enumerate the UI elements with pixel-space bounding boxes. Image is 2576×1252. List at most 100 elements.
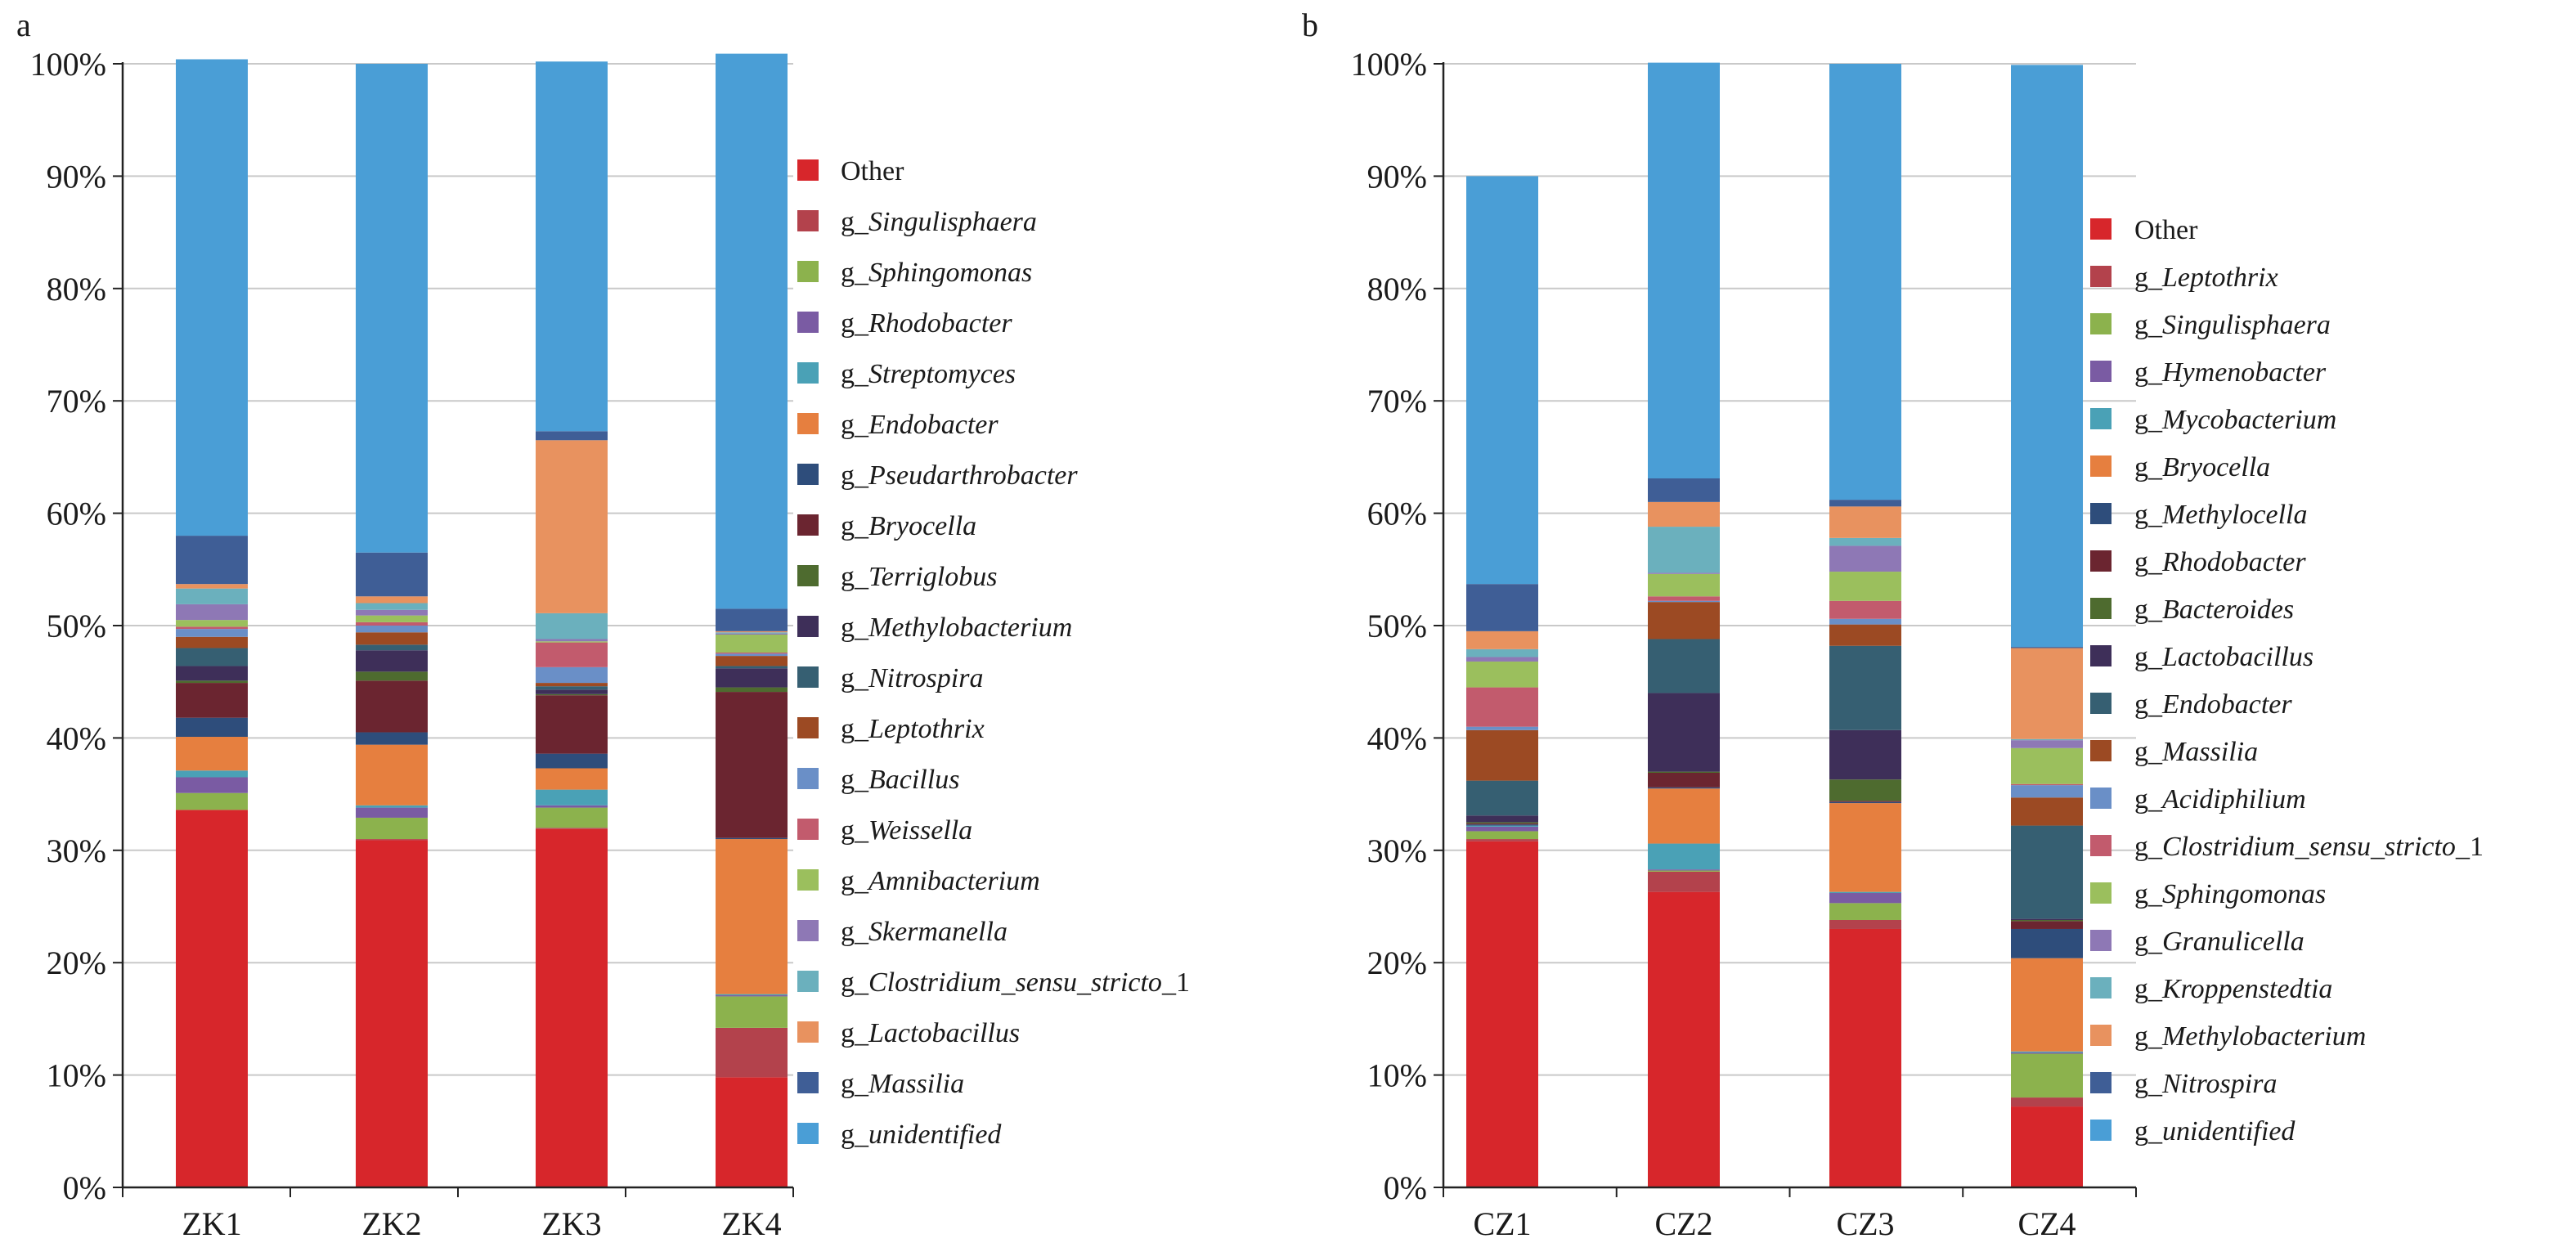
bar-segment <box>716 634 788 653</box>
bar-segment <box>2011 1097 2083 1107</box>
y-tick-label: 50% <box>47 608 106 644</box>
legend-swatch <box>797 362 819 384</box>
bar-segment <box>1466 687 1538 727</box>
bar-segment <box>1466 823 1538 825</box>
x-tick-label: ZK2 <box>361 1205 421 1242</box>
legend-label: Other <box>2134 215 2198 245</box>
legend-swatch <box>2090 645 2112 666</box>
bar-segment <box>176 648 248 666</box>
legend-label: g_Clostridium_sensu_stricto_1 <box>2134 832 2484 862</box>
y-tick-label: 10% <box>1367 1057 1427 1094</box>
bar-segment <box>716 994 788 996</box>
legend-label: g_Endobacter <box>2134 689 2292 720</box>
bar-segment <box>176 629 248 637</box>
bar-segment <box>716 839 788 994</box>
legend-label: g_Granulicella <box>2134 927 2304 957</box>
legend-item: g_Clostridium_sensu_stricto_1 <box>2090 832 2484 862</box>
bar-segment <box>536 639 608 642</box>
legend-label: g_unidentified <box>2134 1116 2296 1147</box>
bar-segment <box>536 693 608 696</box>
legend-item: g_Endobacter <box>797 410 999 440</box>
bar-segment <box>1829 919 1901 929</box>
legend-label: g_Bryocella <box>841 511 976 541</box>
bar-segment <box>1466 729 1538 781</box>
bar-segment <box>536 805 608 808</box>
bar-segment <box>536 807 608 828</box>
bar-segment <box>356 732 428 745</box>
legend-item: g_Sphingomonas <box>797 258 1032 288</box>
legend-swatch <box>2090 550 2112 572</box>
y-tick-label: 70% <box>1367 383 1427 420</box>
legend-item: g_Kroppenstedtia <box>2090 974 2332 1004</box>
legend-item: g_Massilia <box>2090 737 2258 767</box>
legend-swatch <box>2090 693 2112 714</box>
bar-segment <box>2011 783 2083 786</box>
bar-segment <box>536 683 608 687</box>
legend-swatch <box>2090 835 2112 856</box>
legend-label: g_Hymenobacter <box>2134 357 2327 388</box>
bar-segment <box>176 680 248 684</box>
bar-segment <box>536 440 608 613</box>
bar-segment <box>176 620 248 627</box>
legend-swatch <box>797 869 819 891</box>
bar-segment <box>356 680 428 733</box>
legend-item: g_Lactobacillus <box>2090 642 2313 672</box>
bar-segment <box>176 584 248 589</box>
legend-label: g_Amnibacterium <box>841 866 1040 896</box>
bar-segment <box>356 622 428 626</box>
legend-item: g_Sphingomonas <box>2090 879 2326 909</box>
legend-swatch <box>2090 361 2112 382</box>
legend-label: g_Rhodobacter <box>841 308 1012 339</box>
legend-item: g_Skermanella <box>797 917 1008 947</box>
legend-swatch <box>797 1021 819 1043</box>
legend-item: g_Methylocella <box>2090 500 2307 530</box>
legend-item: g_Bryocella <box>797 511 976 541</box>
legend-item: g_Acidiphilium <box>2090 784 2306 814</box>
legend-item: g_Leptothrix <box>797 714 985 744</box>
legend-swatch <box>2090 313 2112 334</box>
y-tick-label: 80% <box>1367 271 1427 307</box>
bar-segment <box>1829 624 1901 646</box>
bar-segment <box>1466 176 1538 585</box>
legend-label: g_Endobacter <box>841 410 999 440</box>
bar-segment <box>1466 831 1538 840</box>
legend-label: g_Leptothrix <box>841 714 985 744</box>
bar-segment <box>536 789 608 805</box>
bar-segment <box>536 613 608 639</box>
legend-item: g_Bryocella <box>2090 452 2270 482</box>
legend-item: g_Lactobacillus <box>797 1018 1020 1048</box>
bar-segment <box>1466 824 1538 826</box>
bar-segment <box>1466 630 1538 649</box>
bar-segment <box>176 588 248 604</box>
legend-label: g_Lactobacillus <box>2134 642 2313 672</box>
y-tick-label: 30% <box>47 832 106 869</box>
legend-label: g_Bryocella <box>2134 452 2270 482</box>
bar-segment <box>1829 500 1901 507</box>
legend-item: g_Terriglobus <box>797 562 997 592</box>
legend-label: g_Methylobacterium <box>841 613 1072 643</box>
legend-swatch <box>797 819 819 840</box>
legend-item: g_Pseudarthrobacter <box>797 460 1078 491</box>
legend-label: g_Mycobacterium <box>2134 405 2336 435</box>
bar-segment <box>1829 600 1901 619</box>
legend-label: g_Pseudarthrobacter <box>841 460 1078 491</box>
legend-label: g_Singulisphaera <box>2134 310 2331 340</box>
legend-item: g_Weissella <box>797 815 972 846</box>
bar-segment <box>1648 527 1720 573</box>
bar-segment <box>2011 740 2083 748</box>
bar-segment <box>1648 596 1720 601</box>
bar-segment <box>536 689 608 694</box>
bar-segment <box>716 837 788 840</box>
bar-segment <box>536 828 608 1187</box>
legend-label: g_Leptothrix <box>2134 263 2278 293</box>
bar-segment <box>1829 645 1901 730</box>
bar-segment <box>176 737 248 771</box>
legend-swatch <box>2090 218 2112 240</box>
legend-label: g_Skermanella <box>841 917 1008 947</box>
bar-segment <box>536 641 608 643</box>
y-tick-label: 100% <box>30 46 106 83</box>
legend-swatch <box>797 1072 819 1093</box>
bar-segment <box>356 552 428 597</box>
bar-segment <box>176 717 248 738</box>
x-tick-label: CZ2 <box>1654 1205 1712 1242</box>
